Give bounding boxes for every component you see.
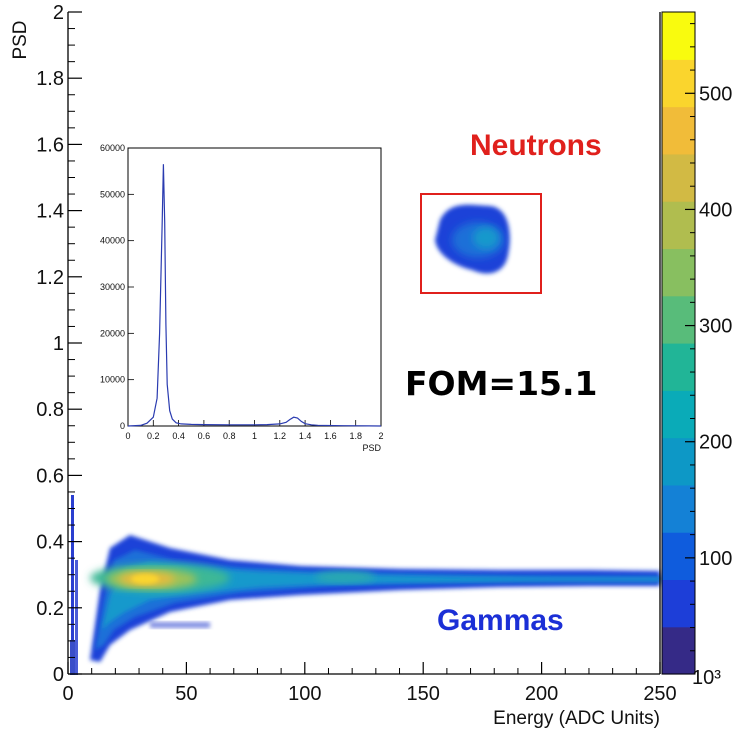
y-tick-label: 0.2 xyxy=(36,598,64,620)
inset-y-tick-label: 50000 xyxy=(100,189,125,199)
colorbar-band xyxy=(662,59,695,108)
inset-x-tick-label: 1 xyxy=(252,431,257,441)
y-tick-label: 0 xyxy=(53,664,64,686)
y-tick-label: 0.4 xyxy=(36,532,64,554)
y-tick-label: 1 xyxy=(53,333,64,355)
colorbar-band xyxy=(662,626,695,675)
x-tick-label: 100 xyxy=(288,683,321,705)
y-tick-label: 0.8 xyxy=(36,399,64,421)
inset-x-tick-label: 0.6 xyxy=(198,431,211,441)
inset-psd-curve xyxy=(127,164,382,427)
neutrons-label: Neutrons xyxy=(470,129,602,162)
colorbar-band xyxy=(662,248,695,297)
gammas-label: Gammas xyxy=(437,604,564,637)
inset-axis-ticks: 0 0.2 0.4 0.6 0.8 1 1.2 1.4 1.6 1.8 2 0 10000 20000 30… xyxy=(100,143,384,441)
inset-x-tick-label: 1.6 xyxy=(324,431,337,441)
inset-y-tick-label: 10000 xyxy=(100,375,125,385)
x-tick-label: 0 xyxy=(62,683,73,705)
inset-y-tick-label: 40000 xyxy=(100,236,125,246)
colorbar-tick-label: 500 xyxy=(699,83,732,105)
inset-x-tick-label: 0.8 xyxy=(223,431,236,441)
x-tick-label: 150 xyxy=(407,683,440,705)
inset-x-tick-label: 1.8 xyxy=(349,431,362,441)
y-tick-label: 1.8 xyxy=(36,68,64,90)
inset-x-tick-label: 1.2 xyxy=(274,431,287,441)
colorbar-band xyxy=(662,201,695,250)
x-tick-label: 50 xyxy=(175,683,197,705)
y-tick-label: 1.6 xyxy=(36,134,64,156)
colorbar: 100 200 300 400 500 10³ xyxy=(661,11,732,689)
x-tick-label: 250 xyxy=(643,683,676,705)
colorbar-tick-label: 300 xyxy=(699,316,732,338)
colorbar-band xyxy=(662,579,695,628)
inset-x-tick-label: 0.4 xyxy=(172,431,185,441)
colorbar-ticks: 100 200 300 400 500 xyxy=(685,23,732,652)
inset-y-tick-label: 60000 xyxy=(100,143,125,153)
colorbar-band xyxy=(662,484,695,533)
neutron-region-box xyxy=(420,193,542,294)
y-tick-label: 2 xyxy=(53,2,64,24)
inset-x-tick-label: 2 xyxy=(378,431,383,441)
colorbar-tick-label: 100 xyxy=(699,548,732,570)
inset-y-tick-label: 0 xyxy=(120,421,125,431)
colorbar-gradient xyxy=(662,12,695,675)
gamma-band-heatmap xyxy=(70,495,660,675)
inset-psd-histogram: 0 0.2 0.4 0.6 0.8 1 1.2 1.4 1.6 1.8 2 0 10000 20000 30… xyxy=(100,143,384,453)
colorbar-band xyxy=(662,390,695,439)
inset-y-tick-label: 20000 xyxy=(100,328,125,338)
x-tick-label: 200 xyxy=(525,683,558,705)
y-axis-title: PSD xyxy=(10,20,31,59)
inset-x-tick-label: 1.4 xyxy=(299,431,312,441)
neutron-blob-heatmap xyxy=(435,204,510,274)
colorbar-band xyxy=(662,532,695,581)
x-axis-title: Energy (ADC Units) xyxy=(493,708,660,729)
colorbar-band xyxy=(662,106,695,155)
y-tick-label: 0.6 xyxy=(36,465,64,487)
colorbar-band xyxy=(662,295,695,344)
inset-x-axis-title: PSD xyxy=(362,443,381,453)
colorbar-corner-label: 10³ xyxy=(692,667,721,689)
main-axis-ticks: 0 50 100 150 200 25000.20.40.60.811.21.41.61.… xyxy=(36,2,677,705)
y-tick-label: 1.2 xyxy=(36,267,64,289)
colorbar-band xyxy=(662,153,695,202)
colorbar-band xyxy=(662,343,695,391)
y-tick-label: 1.4 xyxy=(36,201,64,223)
fom-label: FOM=15.1 xyxy=(405,364,598,403)
colorbar-tick-label: 200 xyxy=(699,432,732,454)
colorbar-band xyxy=(662,437,695,486)
colorbar-tick-label: 400 xyxy=(699,199,732,221)
colorbar-band xyxy=(662,12,695,60)
inset-x-tick-label: 0.2 xyxy=(147,431,160,441)
inset-y-tick-label: 30000 xyxy=(100,282,125,292)
inset-x-tick-label: 0 xyxy=(125,431,130,441)
